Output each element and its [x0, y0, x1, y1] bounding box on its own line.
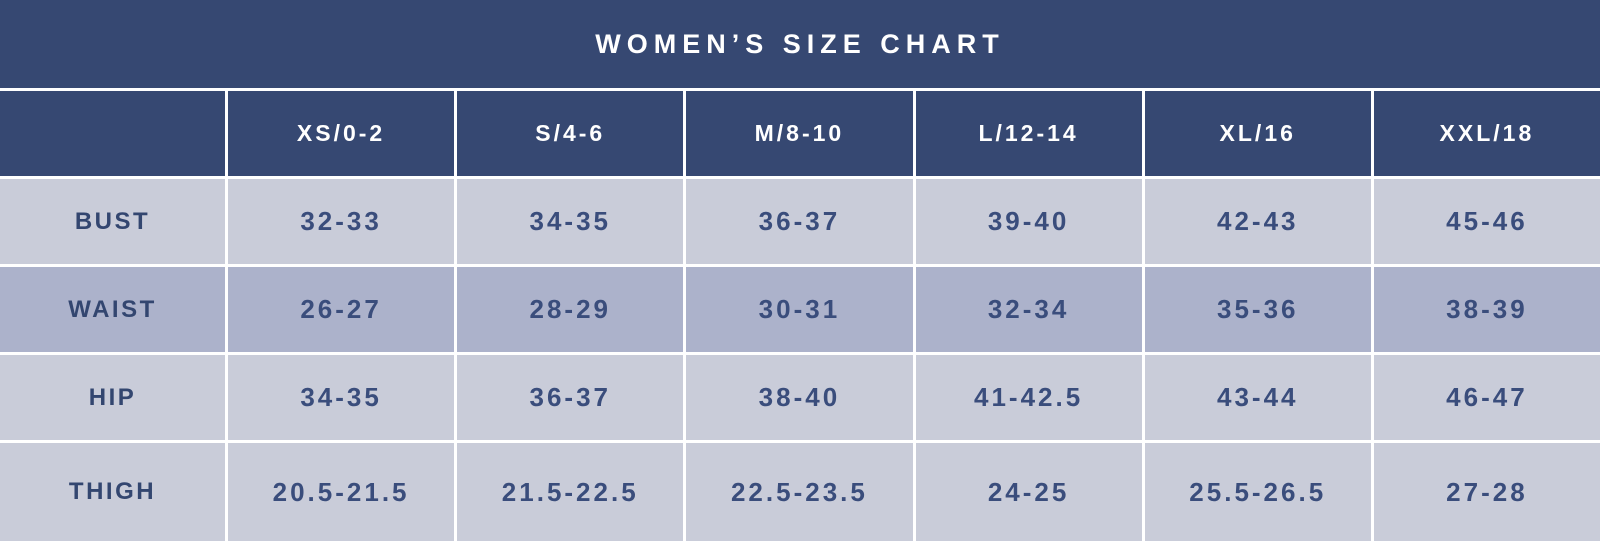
header-cell-empty: [0, 91, 225, 176]
header-cell-xs: XS/0-2: [228, 91, 455, 176]
thigh-xs-value: 20.5-21.5: [228, 443, 455, 541]
bust-xs-value: 32-33: [228, 179, 455, 264]
hip-l-value: 41-42.5: [915, 355, 1142, 440]
waist-l-value: 32-34: [915, 267, 1142, 352]
waist-xxl-value: 38-39: [1373, 267, 1600, 352]
waist-s-value: 28-29: [457, 267, 684, 352]
bust-m-value: 36-37: [686, 179, 913, 264]
header-cell-l: L/12-14: [915, 91, 1142, 176]
thigh-xl-value: 25.5-26.5: [1144, 443, 1371, 541]
waist-m-value: 30-31: [686, 267, 913, 352]
bust-s-value: 34-35: [457, 179, 684, 264]
thigh-s-value: 21.5-22.5: [457, 443, 684, 541]
bust-xl-value: 42-43: [1144, 179, 1371, 264]
header-cell-s: S/4-6: [457, 91, 684, 176]
size-chart-table: XS/0-2 S/4-6 M/8-10 L/12-14 XL/16 XXL/18…: [0, 91, 1600, 541]
size-chart-title: WOMEN’S SIZE CHART: [0, 0, 1600, 88]
hip-xl-value: 43-44: [1144, 355, 1371, 440]
hip-m-value: 38-40: [686, 355, 913, 440]
row-label-thigh: THIGH: [0, 443, 225, 541]
header-cell-m: M/8-10: [686, 91, 913, 176]
waist-xl-value: 35-36: [1144, 267, 1371, 352]
hip-xs-value: 34-35: [228, 355, 455, 440]
row-label-hip: HIP: [0, 355, 225, 440]
bust-l-value: 39-40: [915, 179, 1142, 264]
hip-s-value: 36-37: [457, 355, 684, 440]
thigh-xxl-value: 27-28: [1373, 443, 1600, 541]
header-cell-xl: XL/16: [1144, 91, 1371, 176]
row-label-waist: WAIST: [0, 267, 225, 352]
hip-xxl-value: 46-47: [1373, 355, 1600, 440]
bust-xxl-value: 45-46: [1373, 179, 1600, 264]
thigh-l-value: 24-25: [915, 443, 1142, 541]
header-cell-xxl: XXL/18: [1373, 91, 1600, 176]
row-label-bust: BUST: [0, 179, 225, 264]
waist-xs-value: 26-27: [228, 267, 455, 352]
thigh-m-value: 22.5-23.5: [686, 443, 913, 541]
